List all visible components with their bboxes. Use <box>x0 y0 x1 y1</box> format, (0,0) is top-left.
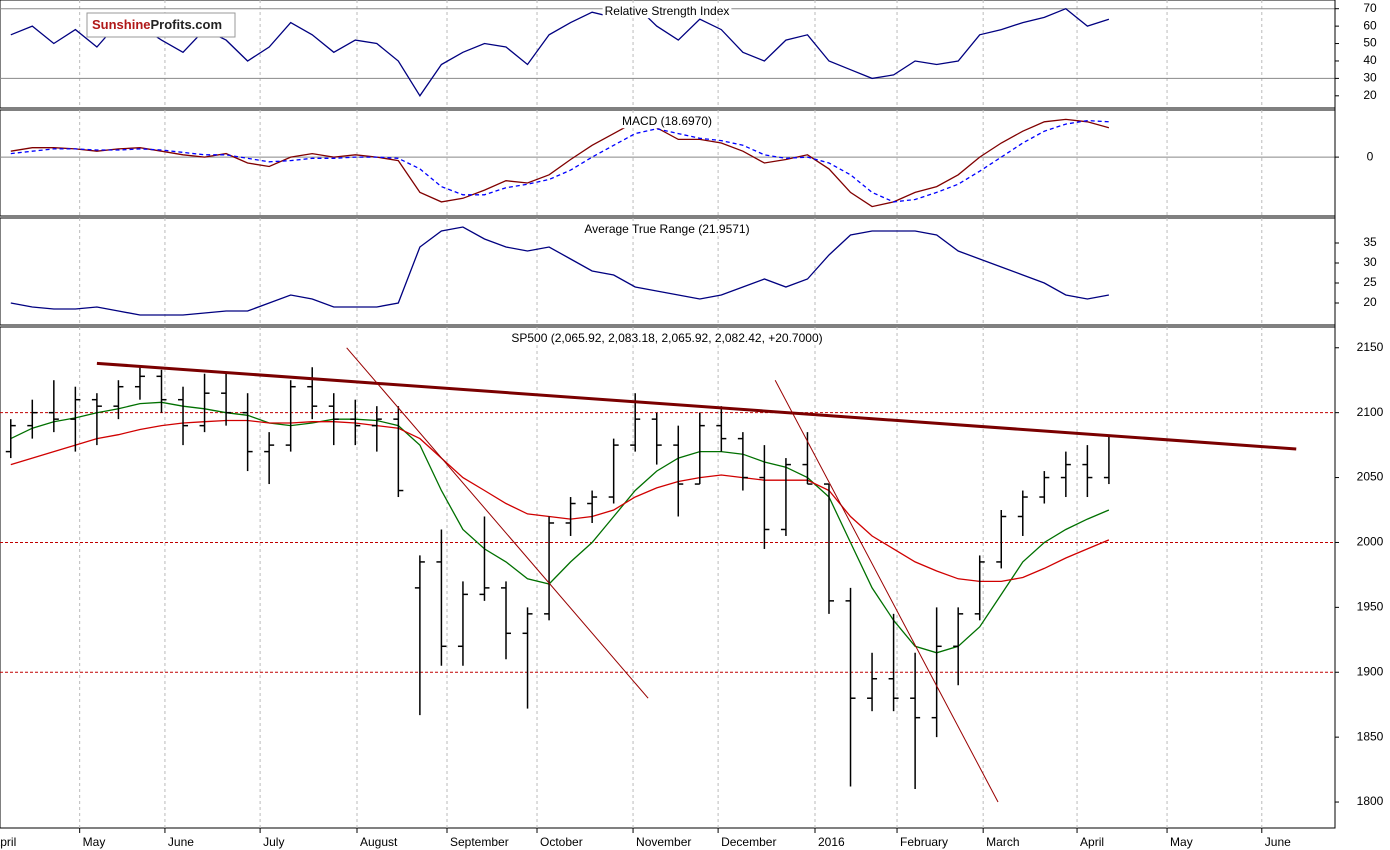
x-tick-label: February <box>900 835 948 849</box>
title-background <box>619 114 715 129</box>
series-line <box>10 419 1110 583</box>
y-tick-label: 20 <box>1363 295 1377 309</box>
y-tick-label: 70 <box>1363 1 1377 15</box>
y-tick-label: 0 <box>1367 149 1374 163</box>
logo-box <box>86 12 236 38</box>
y-tick-label: 1850 <box>1357 729 1384 743</box>
x-tick-label: May <box>83 835 106 849</box>
series-line <box>10 4 1110 97</box>
trend-line <box>346 347 649 699</box>
series-line <box>10 401 1110 654</box>
y-tick-label: 1950 <box>1357 600 1384 614</box>
panel-title: SP500 (2,065.92, 2,083.18, 2,065.92, 2,0… <box>511 331 822 345</box>
y-tick-label: 20 <box>1363 88 1377 102</box>
title-background <box>582 222 752 237</box>
x-tick-label: 2016 <box>818 835 845 849</box>
x-tick-label: May <box>1170 835 1193 849</box>
y-tick-label: 35 <box>1363 235 1377 249</box>
trend-line <box>96 361 1297 451</box>
y-tick-label: 1800 <box>1357 794 1384 808</box>
x-tick-label: October <box>540 835 583 849</box>
y-tick-label: 30 <box>1363 71 1377 85</box>
series-line <box>10 226 1110 316</box>
trend-line <box>774 379 999 803</box>
x-tick-label: April <box>1080 835 1104 849</box>
y-tick-label: 40 <box>1363 53 1377 67</box>
logo: SunshineProfits.com <box>92 17 222 32</box>
y-tick-label: 2100 <box>1357 405 1384 419</box>
title-background <box>602 4 732 19</box>
y-tick-label: 25 <box>1363 275 1377 289</box>
y-tick-label: 60 <box>1363 18 1377 32</box>
series-line <box>10 119 1109 203</box>
y-tick-label: 1900 <box>1357 664 1384 678</box>
panel-title: Average True Range (21.9571) <box>584 222 749 236</box>
y-tick-label: 2050 <box>1357 470 1384 484</box>
y-tick-label: 2150 <box>1357 340 1384 354</box>
panel-title: Relative Strength Index <box>605 4 730 18</box>
x-tick-label: July <box>263 835 284 849</box>
x-tick-label: April <box>0 835 16 849</box>
x-tick-label: March <box>986 835 1019 849</box>
title-background <box>509 331 825 346</box>
y-tick-label: 50 <box>1363 36 1377 50</box>
series-line <box>10 118 1110 208</box>
logo-suffix: Profits.com <box>151 17 223 32</box>
x-tick-label: November <box>636 835 691 849</box>
x-tick-label: June <box>1265 835 1291 849</box>
x-tick-label: December <box>721 835 776 849</box>
panel-title: MACD (18.6970) <box>622 114 712 128</box>
x-tick-label: June <box>168 835 194 849</box>
logo-brand: Sunshine <box>92 17 151 32</box>
x-tick-label: August <box>360 835 398 849</box>
x-tick-label: September <box>450 835 509 849</box>
y-tick-label: 30 <box>1363 255 1377 269</box>
y-tick-label: 2000 <box>1357 535 1384 549</box>
